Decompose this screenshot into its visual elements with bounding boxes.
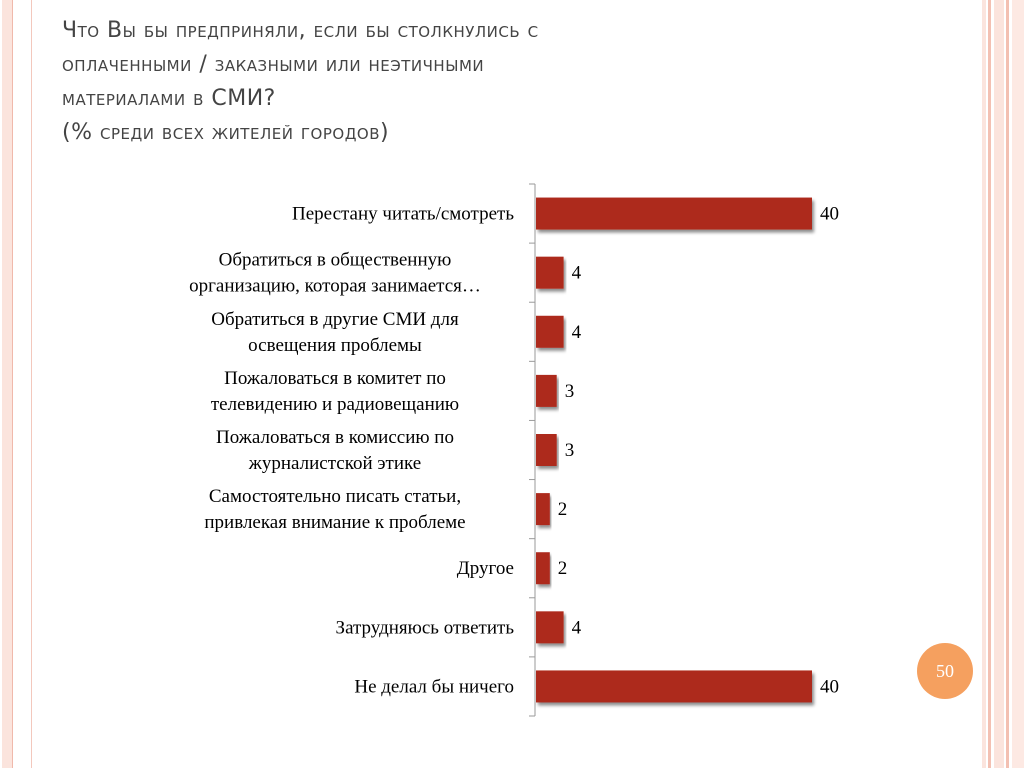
- bar-8: [536, 670, 812, 703]
- data-label-7: 4: [572, 617, 582, 638]
- data-label-8: 40: [820, 676, 839, 697]
- category-label-4-1: журналистской этике: [248, 453, 421, 474]
- bar-3: [536, 374, 557, 407]
- category-label-6-0: Другое: [457, 558, 514, 579]
- category-label-2-0: Обратиться в другие СМИ для: [211, 309, 459, 330]
- category-label-1-0: Обратиться в общественную: [219, 250, 452, 271]
- title-line-2: оплаченными / заказными или неэтичными: [62, 52, 485, 77]
- bar-2: [536, 315, 564, 348]
- data-label-3: 3: [565, 381, 575, 402]
- bar-6: [536, 552, 550, 585]
- category-label-2-1: освещения проблемы: [248, 335, 422, 356]
- category-label-4-0: Пожаловаться в комиссию по: [216, 427, 454, 448]
- page-number-badge: 50: [917, 643, 973, 699]
- title-line-1: Что Вы бы предприняли, если бы столкнули…: [62, 18, 539, 43]
- bar-4: [536, 434, 557, 466]
- category-label-3-1: телевидению и радиовещанию: [211, 394, 459, 415]
- category-label-5-1: привлекая внимание к проблеме: [204, 512, 465, 533]
- data-label-6: 2: [558, 558, 568, 579]
- data-label-1: 4: [572, 263, 582, 284]
- bar-7: [536, 611, 564, 644]
- data-label-4: 3: [565, 440, 575, 461]
- category-label-0-0: Перестану читать/смотреть: [292, 204, 514, 225]
- category-label-7-0: Затрудняюсь ответить: [336, 617, 515, 638]
- category-label-3-0: Пожаловаться в комитет по: [224, 368, 446, 389]
- title-line-3: материалами в СМИ?: [62, 86, 276, 111]
- bar-5: [536, 493, 550, 526]
- category-label-5-0: Самостоятельно писать статьи,: [209, 486, 461, 507]
- bar-1: [536, 256, 564, 289]
- category-label-1-1: организацию, которая занимается…: [189, 276, 481, 297]
- data-label-2: 4: [572, 322, 582, 343]
- slide-left-border: [0, 0, 32, 768]
- bar-0: [536, 197, 812, 230]
- data-label-0: 40: [820, 204, 839, 225]
- slide-title: Что Вы бы предприняли, если бы столкнули…: [62, 14, 822, 150]
- data-label-5: 2: [558, 499, 568, 520]
- title-line-4: (% среди всех жителей городов): [62, 120, 390, 145]
- category-label-8-0: Не делал бы ничего: [354, 676, 514, 697]
- slide-right-stripes: [982, 0, 1024, 768]
